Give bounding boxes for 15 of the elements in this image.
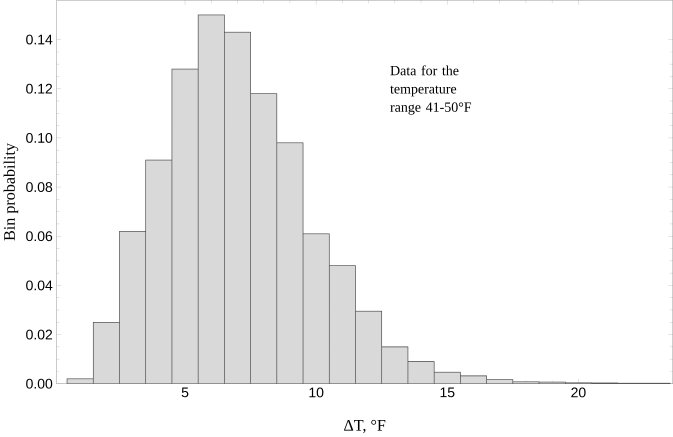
y-tick-label: 0.14: [26, 34, 52, 45]
y-tick-label: 0.02: [26, 330, 52, 340]
x-axis-title: ΔT, °F: [344, 420, 386, 434]
x-tick-label: 20: [571, 388, 586, 398]
y-tick-label: 0.10: [26, 133, 52, 144]
y-tick-label: 0.06: [26, 231, 52, 242]
x-tick-label: 5: [182, 388, 188, 398]
y-axis-title: Bin probability: [4, 143, 18, 241]
annotation: Data for the temperature range 41-50°F: [390, 66, 472, 115]
y-tick-label: 0.04: [26, 280, 52, 291]
y-tick-label: 0.00: [26, 378, 52, 389]
y-tick-label: 0.08: [26, 182, 52, 192]
x-tick-label: 10: [309, 388, 324, 398]
x-tick-label: 15: [440, 388, 454, 398]
y-tick-label: 0.12: [26, 84, 52, 94]
